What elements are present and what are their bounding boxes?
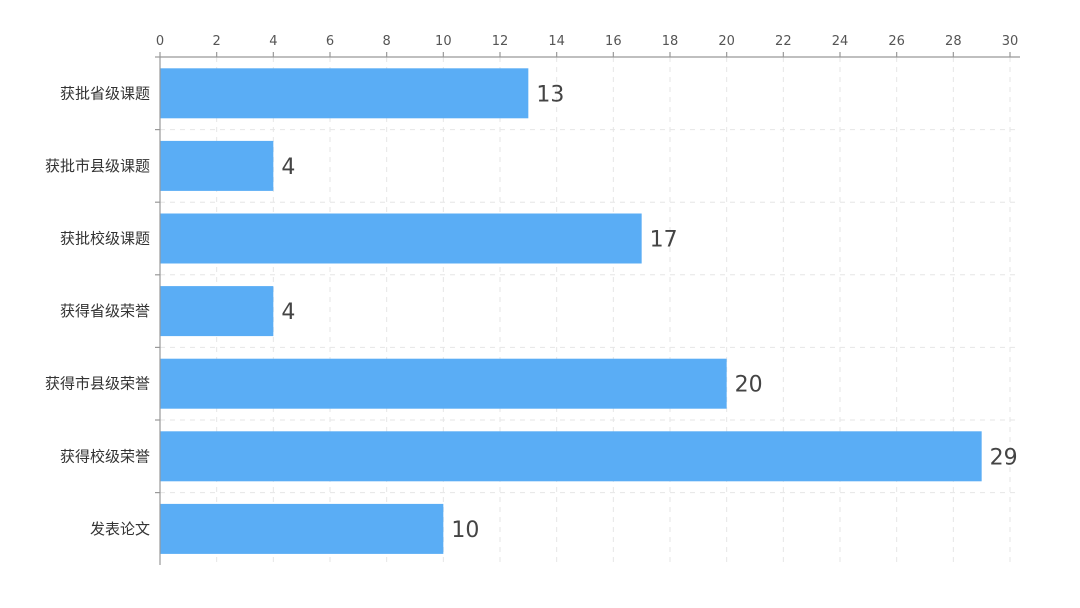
x-tick-label: 10 <box>435 34 452 49</box>
x-tick-label: 8 <box>383 34 391 49</box>
category-label: 获批校级课题 <box>60 230 150 248</box>
bar-value-label: 4 <box>281 155 295 180</box>
bar <box>160 358 727 409</box>
x-tick-label: 24 <box>832 34 849 49</box>
x-tick-label: 26 <box>888 34 905 49</box>
bars <box>160 68 982 554</box>
x-tick-label: 16 <box>605 34 622 49</box>
category-label: 获批市县级课题 <box>45 157 150 175</box>
x-tick-label: 2 <box>213 34 221 49</box>
x-tick-label: 4 <box>269 34 277 49</box>
bar-value-label: 20 <box>735 373 763 398</box>
bar-value-label: 29 <box>990 445 1018 470</box>
bar <box>160 286 274 337</box>
bar <box>160 213 642 264</box>
x-tick-label: 30 <box>1002 34 1019 49</box>
bar <box>160 431 982 482</box>
category-label: 获批省级课题 <box>60 84 150 102</box>
x-tick-label: 28 <box>945 34 962 49</box>
x-tick-label: 14 <box>548 34 565 49</box>
bar-value-label: 10 <box>451 518 479 543</box>
x-tick-label: 18 <box>662 34 679 49</box>
bar-value-label: 4 <box>281 300 295 325</box>
category-label: 获得省级荣誉 <box>60 302 150 320</box>
bar <box>160 503 444 554</box>
category-label: 获得校级荣誉 <box>60 447 150 465</box>
bar <box>160 68 529 119</box>
x-tick-label: 6 <box>326 34 334 49</box>
bar-value-label: 13 <box>536 82 564 107</box>
x-tick-label: 22 <box>775 34 792 49</box>
axes <box>155 52 1020 565</box>
x-tick-label: 0 <box>156 34 164 49</box>
bar-value-label: 17 <box>650 228 678 253</box>
category-label: 获得市县级荣誉 <box>45 375 150 393</box>
x-tick-label: 20 <box>718 34 735 49</box>
bar <box>160 140 274 191</box>
category-label: 发表论文 <box>90 520 150 538</box>
labels: 0 2 4 6 8 10 12 14 16 18 20 22 24 26 28 3013获批省级课题4获批市县… <box>45 34 1018 543</box>
x-tick-label: 12 <box>492 34 509 49</box>
